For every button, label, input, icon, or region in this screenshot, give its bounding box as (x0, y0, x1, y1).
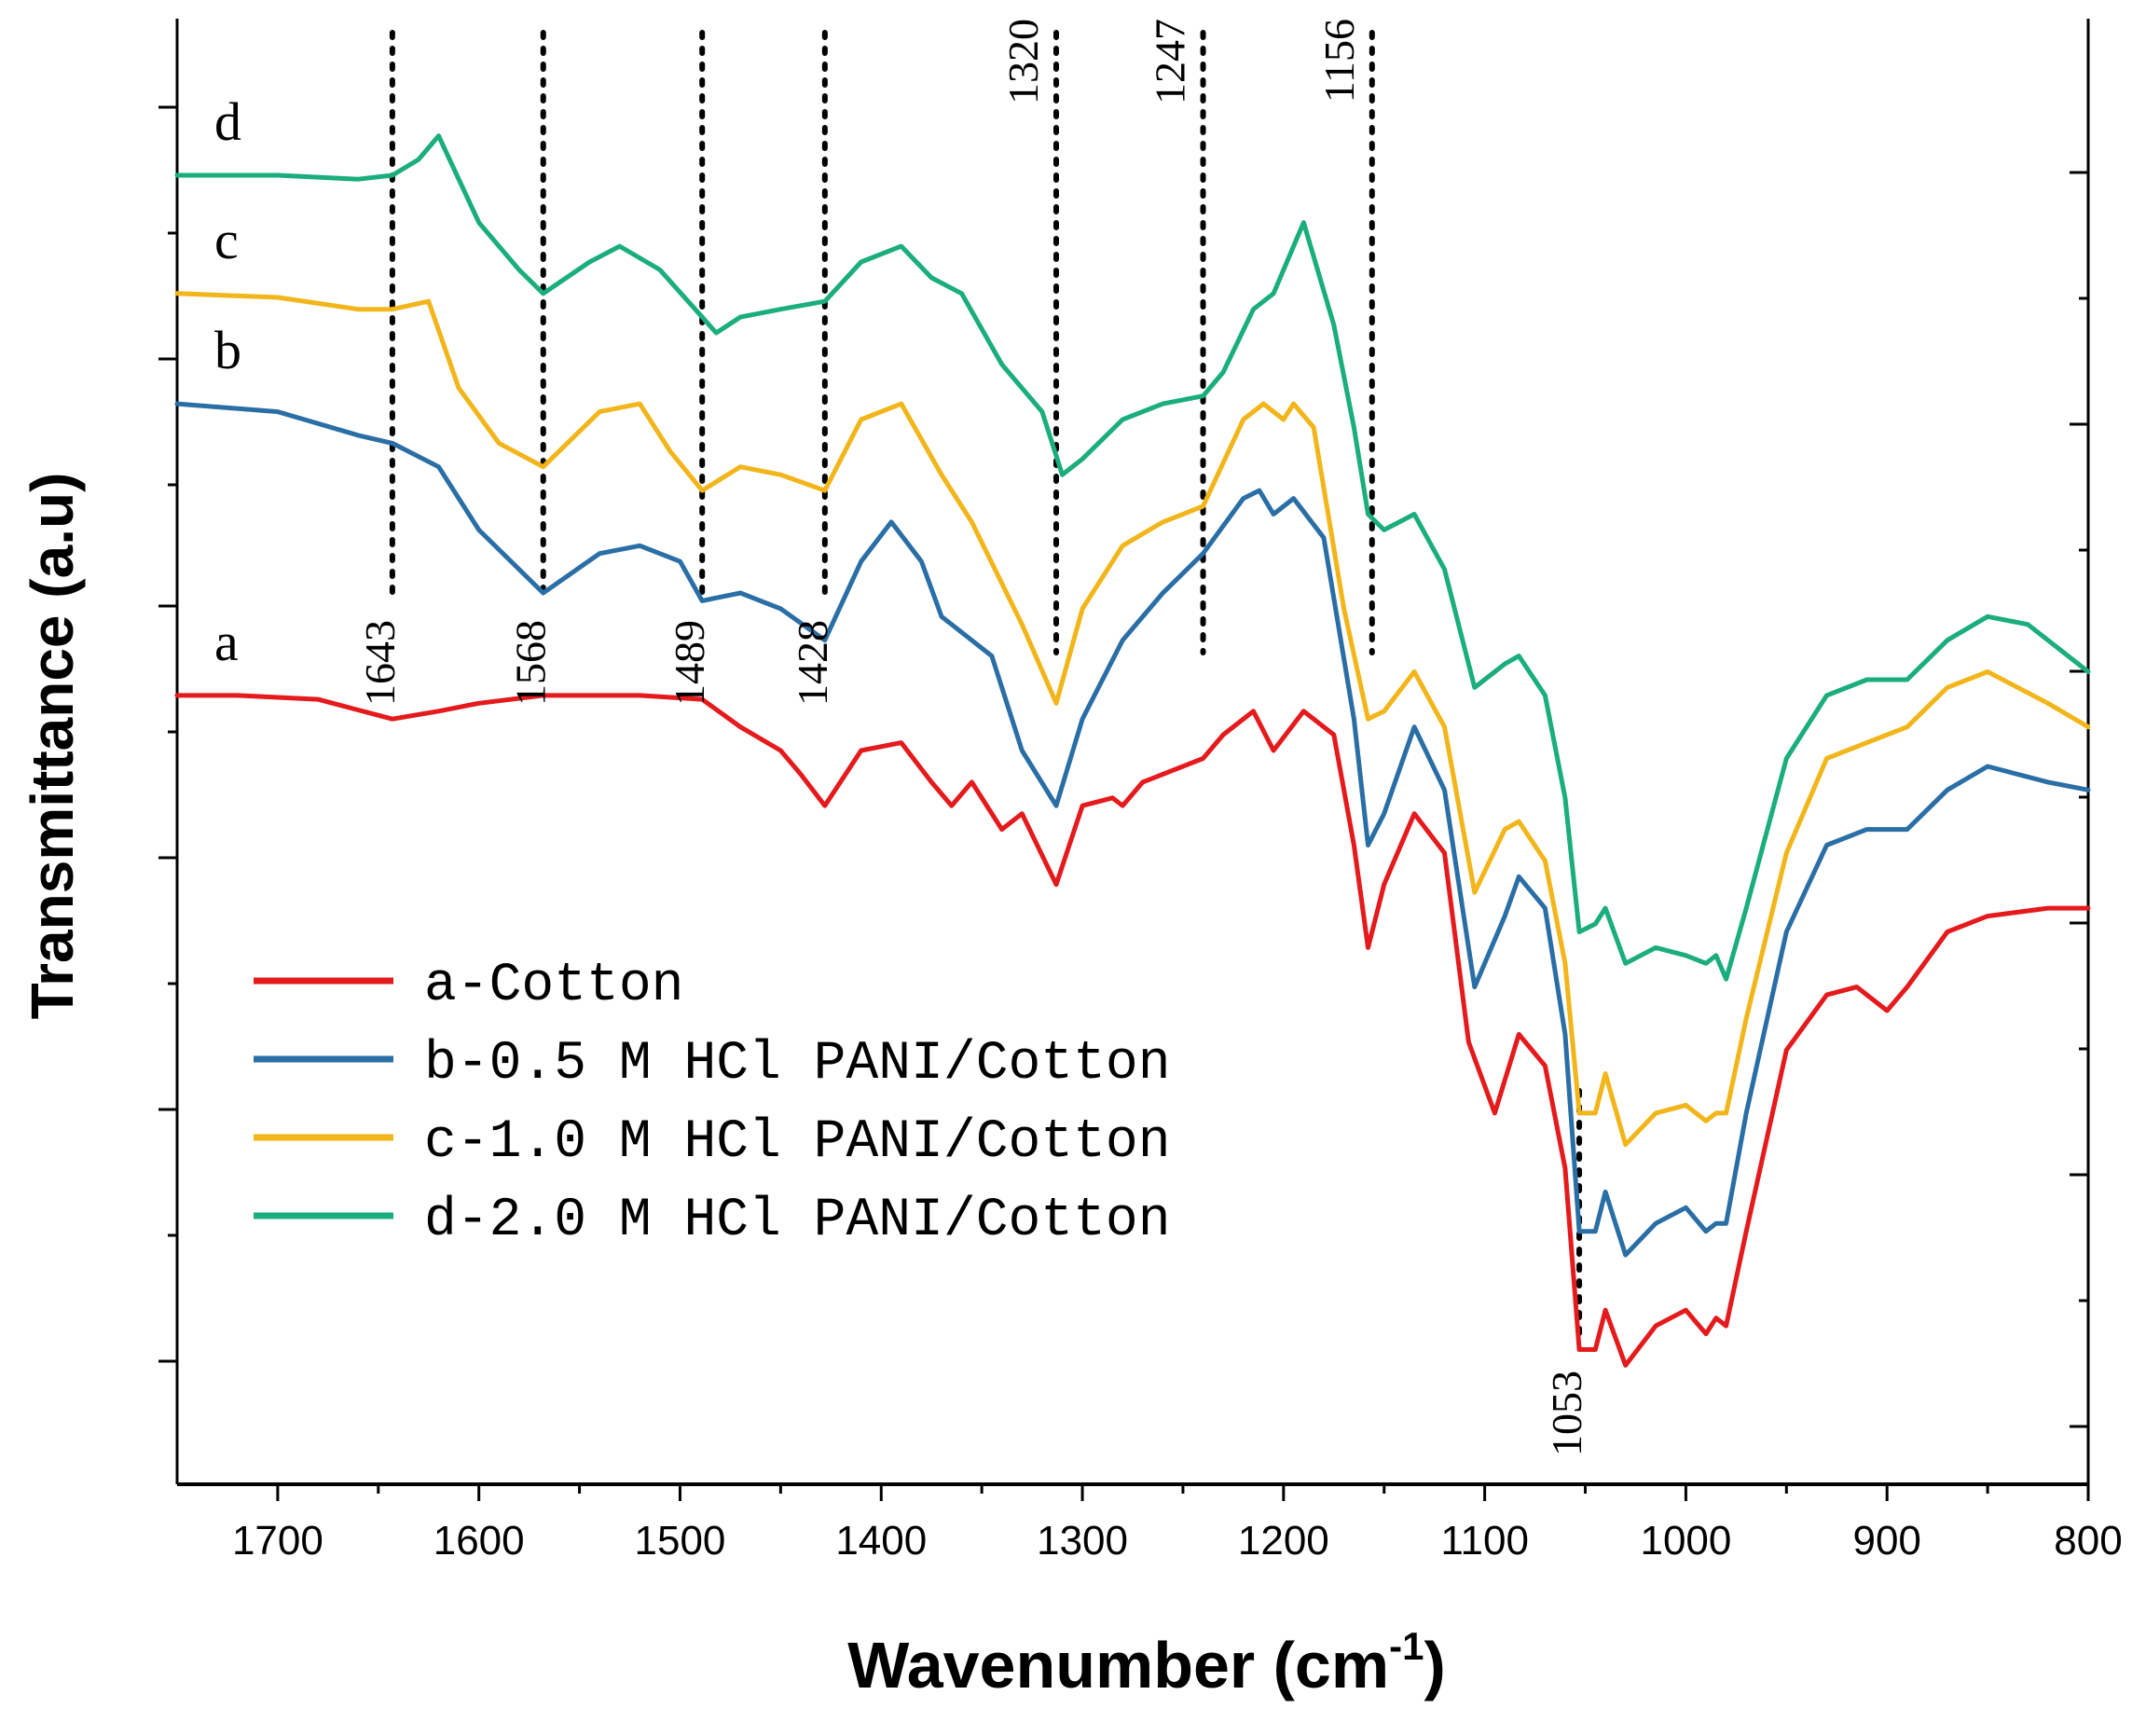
legend-label: c-1.0 M HCl PANI/Cotton (424, 1112, 1171, 1173)
x-tick-label: 1200 (1238, 1518, 1329, 1564)
x-axis-title: Wavenumber (cm-1) (847, 1624, 1446, 1702)
peak-label: 1643 (356, 620, 404, 706)
peak-label: 1428 (789, 620, 836, 706)
x-tick-label: 1400 (835, 1518, 927, 1564)
peak-labels: 1643 1568 1489 1428 1320 1247 1156 1053 (356, 19, 1590, 1456)
x-tick-label: 1600 (433, 1518, 525, 1564)
curve-label: a (214, 612, 239, 672)
series-line (174, 291, 2091, 1148)
x-tick-label: 900 (1852, 1518, 1920, 1564)
curve-label: c (214, 210, 239, 270)
curve-label: d (214, 91, 241, 152)
x-tick-label: 800 (2054, 1518, 2122, 1564)
series-line (174, 693, 2091, 1368)
series-line (174, 133, 2091, 982)
series-line (174, 401, 2091, 1258)
peak-label: 1489 (666, 620, 713, 706)
peak-label: 1156 (1315, 19, 1363, 103)
legend-label: a-Cotton (424, 956, 683, 1016)
x-tick-label: 1000 (1640, 1518, 1731, 1564)
plot-frame (175, 19, 2090, 1486)
x-tick-label: 1100 (1440, 1518, 1529, 1564)
series-layer (174, 133, 2091, 1368)
x-tick-label: 1500 (635, 1518, 726, 1564)
peak-label: 1247 (1147, 19, 1194, 104)
legend-label: d-2.0 M HCl PANI/Cotton (424, 1191, 1171, 1251)
x-ticks: 1700 1600 1500 1400 1300 1200 1100 1000 900 800 (232, 1484, 2123, 1564)
x-axis-title-superscript: -1 (1389, 1624, 1424, 1668)
curve-label: b (214, 320, 241, 380)
peak-label: 1053 (1543, 1371, 1590, 1456)
y-ticks (158, 105, 2088, 1428)
x-tick-label: 1700 (232, 1518, 323, 1564)
peak-label: 1568 (507, 620, 555, 706)
y-axis-title: Transmittance (a.u) (19, 473, 86, 1020)
x-tick-label: 1300 (1037, 1518, 1128, 1564)
legend-label: b-0.5 M HCl PANI/Cotton (424, 1034, 1171, 1095)
curve-labels: a bcd (214, 91, 241, 672)
legend: a-Cotton b-0.5 M HCl PANI/Cotton c-1.0 M H… (254, 956, 1171, 1251)
peak-label: 1320 (999, 19, 1047, 104)
